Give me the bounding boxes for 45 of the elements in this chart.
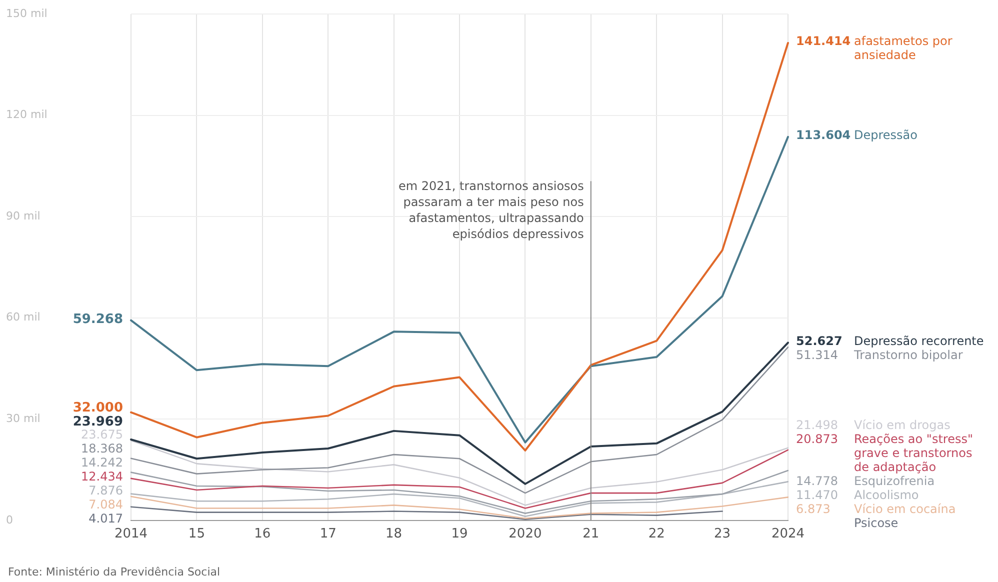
- text: Depressão recorrente: [854, 334, 984, 348]
- y-tick-label: 60 mil: [6, 310, 40, 324]
- data-label: 11.470: [796, 488, 838, 502]
- data-label: 14.242: [81, 456, 123, 470]
- data-label: 141.414: [796, 34, 851, 48]
- text: Esquizofrenia: [854, 474, 935, 488]
- y-tick-label: 120 mil: [6, 108, 48, 122]
- y-tick-label: 90 mil: [6, 209, 40, 222]
- x-tick-label: 17: [320, 526, 336, 542]
- text: Depressão: [854, 128, 918, 142]
- text: Reações ao "stress" grave e transtornos de adaptação: [854, 432, 973, 474]
- data-label: 6.873: [796, 502, 830, 516]
- ref-line-label: em 2021, transtornos ansiosos passaram a ter mais peso nos afastamentos, ultrapassando episódios depressivos: [398, 179, 584, 242]
- x-tick-label: 2024: [771, 526, 805, 542]
- text: Vício em cocaína: [854, 502, 956, 516]
- data-label: 20.873: [796, 432, 838, 446]
- data-label: 23.969: [72, 414, 123, 430]
- x-tick-label: 21: [582, 526, 600, 542]
- x-tick-label: 22: [648, 526, 665, 542]
- data-label: 7.876: [88, 484, 123, 498]
- data-label: 32.000: [72, 400, 123, 416]
- text: Psicose: [854, 516, 898, 530]
- y-tick-label: 150 mil: [6, 6, 48, 20]
- text: afastametos por ansiedade: [854, 34, 952, 62]
- x-tick-label: 15: [188, 526, 205, 542]
- data-label: 52.627: [796, 334, 842, 348]
- x-tick-label: 23: [714, 526, 731, 542]
- data-label: 12.434: [81, 470, 123, 484]
- x-tick-label: 19: [451, 526, 468, 542]
- x-tick-label: 2020: [508, 526, 542, 542]
- data-label: 14.778: [796, 474, 838, 488]
- data-label: 7.084: [88, 498, 123, 512]
- x-tick-label: 2014: [114, 526, 148, 542]
- text: Transtorno bipolar: [853, 348, 963, 362]
- source-note: Fonte: Ministério da Previdência Social: [8, 565, 220, 578]
- data-label: 113.604: [796, 128, 851, 142]
- x-tick-label: 16: [254, 526, 271, 542]
- data-label: 4.017: [88, 512, 123, 526]
- x-tick-label: 18: [386, 526, 402, 542]
- y-tick-label: 30 mil: [6, 412, 40, 425]
- data-label: 18.368: [81, 442, 123, 456]
- data-label: 59.268: [72, 312, 123, 328]
- data-label: 51.314: [796, 348, 838, 362]
- text: Alcoolismo: [854, 488, 919, 502]
- y-tick-label: 0: [6, 513, 13, 526]
